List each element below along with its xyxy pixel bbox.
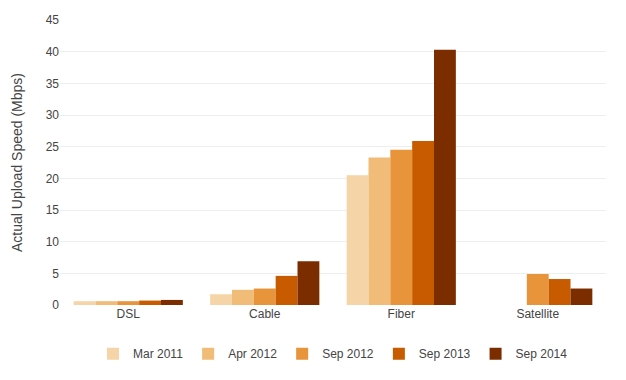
svg-text:20: 20 <box>46 172 60 186</box>
svg-text:0: 0 <box>52 298 59 312</box>
svg-text:25: 25 <box>46 140 60 154</box>
svg-text:DSL: DSL <box>117 307 141 321</box>
svg-text:Satellite: Satellite <box>516 307 559 321</box>
svg-text:Sep 2013: Sep 2013 <box>419 347 471 361</box>
svg-text:45: 45 <box>46 13 60 27</box>
svg-text:40: 40 <box>46 45 60 59</box>
svg-text:Sep 2014: Sep 2014 <box>516 347 568 361</box>
svg-text:15: 15 <box>46 203 60 217</box>
svg-text:Sep 2012: Sep 2012 <box>322 347 374 361</box>
svg-text:Mar 2011: Mar 2011 <box>133 347 183 361</box>
svg-text:Actual Upload Speed (Mbps): Actual Upload Speed (Mbps) <box>9 73 25 252</box>
svg-text:Fiber: Fiber <box>388 307 415 321</box>
svg-text:10: 10 <box>46 235 60 249</box>
svg-text:Apr 2012: Apr 2012 <box>228 347 277 361</box>
svg-text:30: 30 <box>46 108 60 122</box>
svg-text:5: 5 <box>52 267 59 281</box>
svg-text:35: 35 <box>46 77 60 91</box>
svg-text:Cable: Cable <box>249 307 281 321</box>
